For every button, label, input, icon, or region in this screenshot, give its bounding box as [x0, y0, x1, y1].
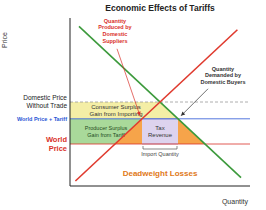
svg-text:Quantity: Quantity [222, 198, 249, 206]
svg-text:TaxRevenue: TaxRevenue [148, 125, 173, 138]
svg-text:Domestic PriceWithout Trade: Domestic PriceWithout Trade [23, 94, 67, 109]
svg-text:Consumer SurplusGain from Impo: Consumer SurplusGain from Importing [89, 104, 142, 117]
svg-text:World Price + Tariff: World Price + Tariff [17, 116, 67, 122]
html-text:Economic Effects of Tariffs: Economic Effects of Tariffs [105, 3, 215, 13]
svg-text:Producer SurplusGain from Tari: Producer SurplusGain from Tariff [85, 125, 128, 138]
svg-text:Import Quantity: Import Quantity [141, 151, 179, 157]
svg-text:WorldPrice: WorldPrice [46, 135, 68, 153]
svg-text:QuantityProduced byDomesticSup: QuantityProduced byDomesticSuppliers [98, 18, 132, 44]
svg-text:Deadweight Losses: Deadweight Losses [123, 169, 198, 178]
svg-text:QuantityDemanded byDomestic Bu: QuantityDemanded byDomestic Buyers [201, 66, 246, 85]
